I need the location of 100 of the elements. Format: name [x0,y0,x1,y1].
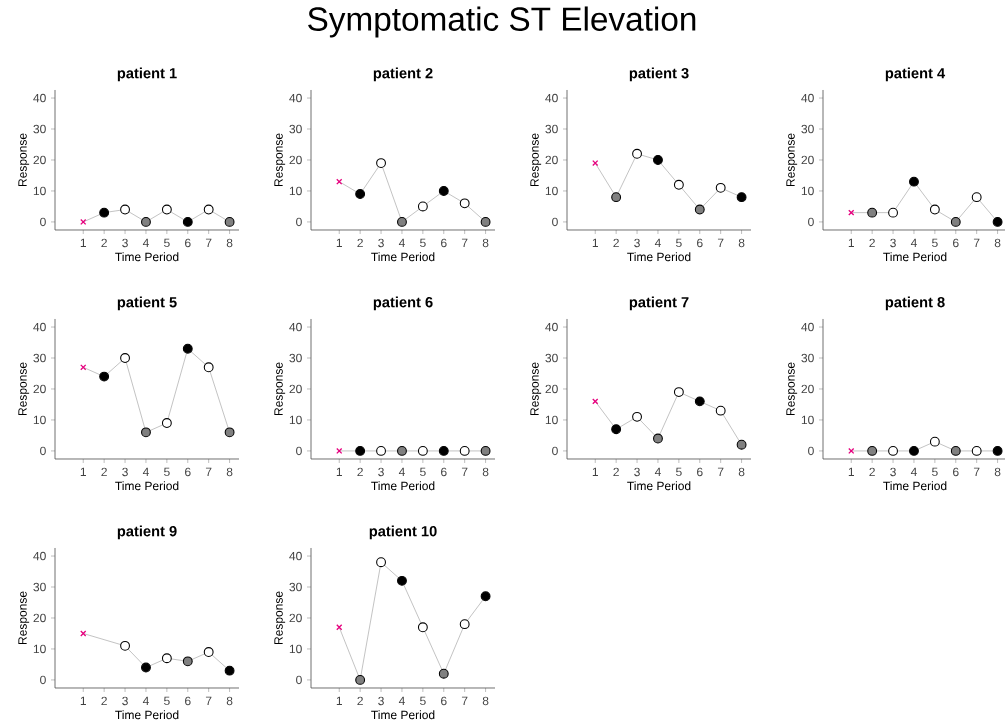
x-tick-label: 3 [378,467,384,477]
point [632,411,642,422]
y-tick-label: 30 [545,124,558,134]
x-tick-label: 2 [101,467,107,477]
point [459,619,470,630]
x-tick-label: 7 [205,696,212,705]
x-tick-label: 5 [420,696,426,706]
x-tick-label: 1 [80,696,86,705]
y-tick-label: 10 [289,186,302,196]
x-tick-label: 4 [910,238,917,247]
x-tick-label: 6 [697,467,703,477]
x-tick-label: 2 [101,238,107,248]
chart-title: patient 10 [369,525,437,540]
x-tick-label: 4 [398,467,405,476]
y-tick-label: 20 [289,613,302,623]
x-tick-label: 7 [205,467,212,476]
y-tick-label: 40 [33,93,46,103]
x-tick-label: 1 [592,467,598,476]
x-tick-label: 7 [717,467,724,476]
point [438,186,449,196]
y-tick-label: 0 [296,446,302,456]
x-tick-label: 7 [973,238,980,247]
x-tick-label: 6 [441,467,447,477]
y-tick-label: 10 [33,415,46,425]
x-tick-label: 1 [336,238,342,247]
x-tick-label: 5 [932,467,938,477]
x-tick-label: 4 [142,238,149,247]
y-tick-label: 40 [33,322,46,332]
x-tick-label: 8 [482,467,489,477]
point [888,207,898,218]
point [355,189,366,199]
x-tick-label: 3 [378,238,384,248]
point [929,204,940,215]
point [397,575,407,586]
x-axis-title: Time Period [115,710,179,720]
chart-title: patient 7 [629,296,689,311]
y-tick-label: 10 [545,186,558,196]
chart-title: patient 6 [373,296,433,311]
point [120,353,130,363]
y-tick-label: 10 [33,186,46,196]
x-tick-label: 1 [80,467,86,476]
x-tick-label: 1 [848,238,854,247]
y-tick-label: 40 [289,551,302,561]
x-tick-label: 1 [336,467,342,476]
point [592,159,599,167]
x-tick-label: 3 [122,696,128,706]
y-tick-label: 0 [552,446,558,456]
y-tick-label: 40 [289,93,302,103]
y-tick-label: 40 [545,322,558,332]
point [99,207,110,218]
y-tick-label: 0 [296,675,302,685]
y-tick-label: 10 [545,415,558,425]
x-tick-label: 4 [910,467,917,476]
y-axis-title: Response [18,362,30,416]
y-tick-label: 30 [33,353,46,363]
x-tick-label: 8 [482,238,489,248]
x-tick-label: 3 [122,467,128,477]
point [141,427,151,438]
y-tick-label: 20 [545,384,558,394]
point [715,182,726,193]
y-tick-label: 20 [801,384,814,394]
point [376,557,386,568]
y-tick-label: 20 [801,155,814,165]
x-tick-label: 1 [336,696,342,705]
x-tick-label: 1 [848,467,854,476]
point [355,675,366,685]
point [867,207,878,218]
x-tick-label: 4 [142,467,149,476]
y-axis-title: Response [18,591,30,645]
x-tick-label: 8 [226,696,233,706]
y-tick-label: 0 [808,446,814,456]
y-axis-title: Response [786,362,798,416]
point [592,398,599,405]
y-tick-label: 10 [33,644,46,654]
point [632,148,642,159]
y-tick-label: 0 [40,675,46,685]
point [203,647,214,657]
x-tick-label: 4 [398,696,405,705]
x-tick-label: 5 [164,467,170,477]
x-tick-label: 2 [869,467,875,477]
x-tick-label: 6 [185,467,191,477]
point [224,216,235,227]
chart-title: patient 2 [373,67,433,82]
x-axis-title: Time Period [115,252,179,262]
point [909,176,919,187]
y-axis-title: Response [274,362,286,416]
point [736,192,747,203]
y-tick-label: 0 [296,217,302,227]
point [653,155,663,165]
chart-title: patient 5 [117,296,177,311]
y-tick-label: 20 [289,155,302,165]
y-tick-label: 30 [801,124,814,134]
y-axis-title: Response [274,133,286,187]
point [459,198,470,209]
point [80,218,87,226]
x-axis-title: Time Period [371,710,435,720]
x-axis-title: Time Period [627,252,691,262]
x-tick-label: 8 [226,238,233,248]
x-tick-label: 4 [142,696,149,705]
y-tick-label: 20 [289,384,302,394]
